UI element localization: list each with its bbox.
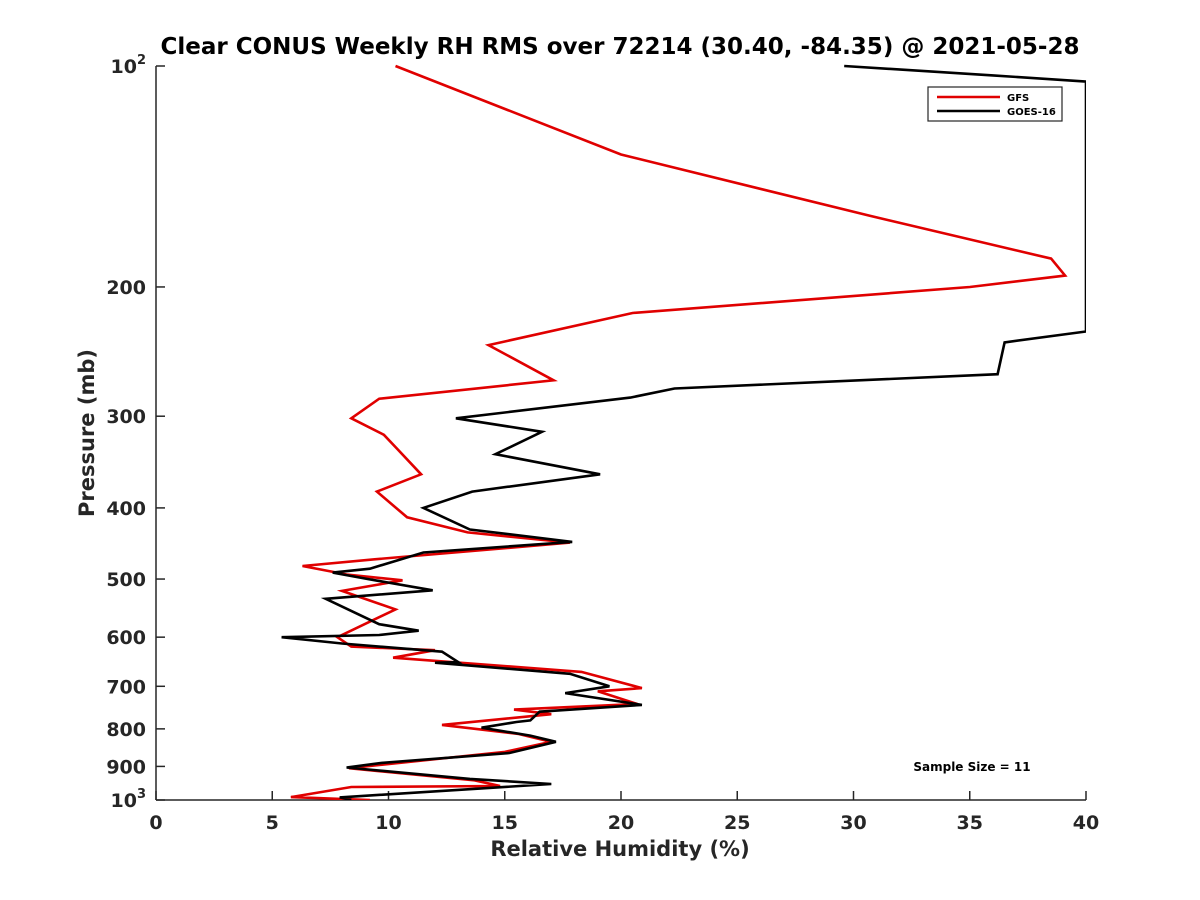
- x-tick-label: 25: [724, 812, 750, 834]
- y-tick-label: 102: [111, 53, 147, 78]
- x-tick-label: 15: [492, 812, 518, 834]
- legend-label-goes16: GOES-16: [1007, 107, 1056, 118]
- x-axis-ticks: 0 5 10 15 20 25 30 35 40: [149, 791, 1099, 834]
- x-tick-label: 30: [840, 812, 866, 834]
- series-line-goes-16: [281, 64, 1086, 800]
- y-tick-label: 600: [106, 627, 146, 649]
- y-tick-label: 103: [111, 787, 147, 812]
- x-tick-label: 40: [1073, 812, 1099, 834]
- chart-title: Clear CONUS Weekly RH RMS over 72214 (30…: [161, 34, 1080, 60]
- sample-size-annotation: Sample Size = 11: [913, 760, 1030, 774]
- y-tick-label: 700: [106, 676, 146, 698]
- y-axis-ticks: 102 200 300 400 500 600 700 800 900 103: [106, 53, 165, 812]
- y-tick-label: 200: [106, 277, 146, 299]
- y-tick-label: 500: [106, 569, 146, 591]
- x-axis-label: Relative Humidity (%): [490, 837, 749, 861]
- series-layer: [281, 64, 1086, 800]
- x-tick-label: 0: [149, 812, 162, 834]
- y-tick-label: 300: [106, 406, 146, 428]
- x-tick-label: 5: [266, 812, 279, 834]
- axes: 0 5 10 15 20 25 30 35 40 102 200 300 400 500 600 700 80…: [106, 53, 1099, 834]
- x-tick-label: 35: [957, 812, 983, 834]
- y-axis-label: Pressure (mb): [75, 349, 99, 517]
- x-tick-label: 20: [608, 812, 634, 834]
- x-tick-label: 10: [375, 812, 401, 834]
- legend: GFS GOES-16: [927, 86, 1063, 122]
- legend-box: [927, 86, 1063, 122]
- legend-label-gfs: GFS: [1007, 93, 1029, 104]
- y-tick-label: 800: [106, 719, 146, 741]
- y-tick-label: 400: [106, 498, 146, 520]
- y-tick-label: 900: [106, 756, 146, 778]
- series-line-gfs: [290, 64, 1068, 800]
